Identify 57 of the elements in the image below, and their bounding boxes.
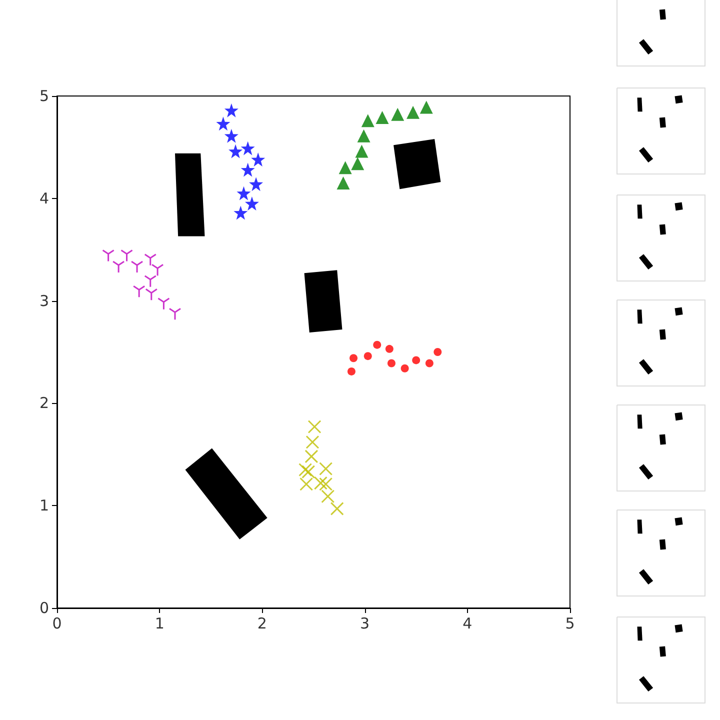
point [355, 144, 368, 158]
y-tick-label: 3 [39, 292, 49, 310]
point [376, 111, 389, 124]
point [336, 176, 350, 190]
point [425, 359, 434, 368]
point [400, 364, 409, 372]
point [347, 367, 356, 376]
point [236, 186, 251, 200]
point [120, 249, 134, 262]
point [391, 108, 404, 121]
point [224, 128, 238, 143]
point [350, 354, 358, 362]
point [420, 100, 433, 114]
point [385, 344, 394, 353]
point [168, 308, 182, 320]
point [406, 106, 420, 119]
x-tick-label: 5 [565, 614, 575, 632]
point [130, 260, 144, 274]
point [249, 177, 264, 192]
y-tick-label: 0 [39, 599, 49, 617]
point [434, 348, 442, 356]
point [314, 476, 328, 490]
point [240, 141, 255, 156]
point [364, 352, 372, 360]
point [240, 162, 255, 177]
point [102, 249, 115, 262]
point [112, 260, 125, 274]
point [132, 285, 146, 298]
y-tick-label: 1 [39, 496, 49, 515]
x-tick-label: 4 [462, 614, 472, 632]
point [373, 340, 382, 349]
point [151, 264, 164, 276]
point [157, 298, 170, 310]
y-tick-label: 5 [39, 87, 49, 105]
point [144, 254, 157, 266]
y-tick-label: 2 [39, 394, 49, 412]
point [412, 356, 420, 364]
point [251, 152, 266, 166]
x-tick-label: 1 [154, 614, 164, 632]
x-tick-label: 2 [257, 614, 267, 632]
point [387, 359, 396, 368]
point [330, 502, 344, 516]
point [357, 129, 370, 142]
point [361, 114, 374, 128]
point [224, 103, 238, 118]
x-tick-label: 3 [360, 614, 370, 632]
point [338, 161, 352, 174]
x-tick-label: 0 [52, 614, 62, 632]
point [308, 420, 322, 434]
point [145, 288, 158, 301]
y-tick-label: 4 [39, 189, 49, 208]
point [351, 157, 364, 170]
point [234, 206, 248, 220]
point [216, 116, 230, 131]
point [144, 275, 157, 288]
point [228, 144, 243, 158]
point [244, 196, 259, 211]
